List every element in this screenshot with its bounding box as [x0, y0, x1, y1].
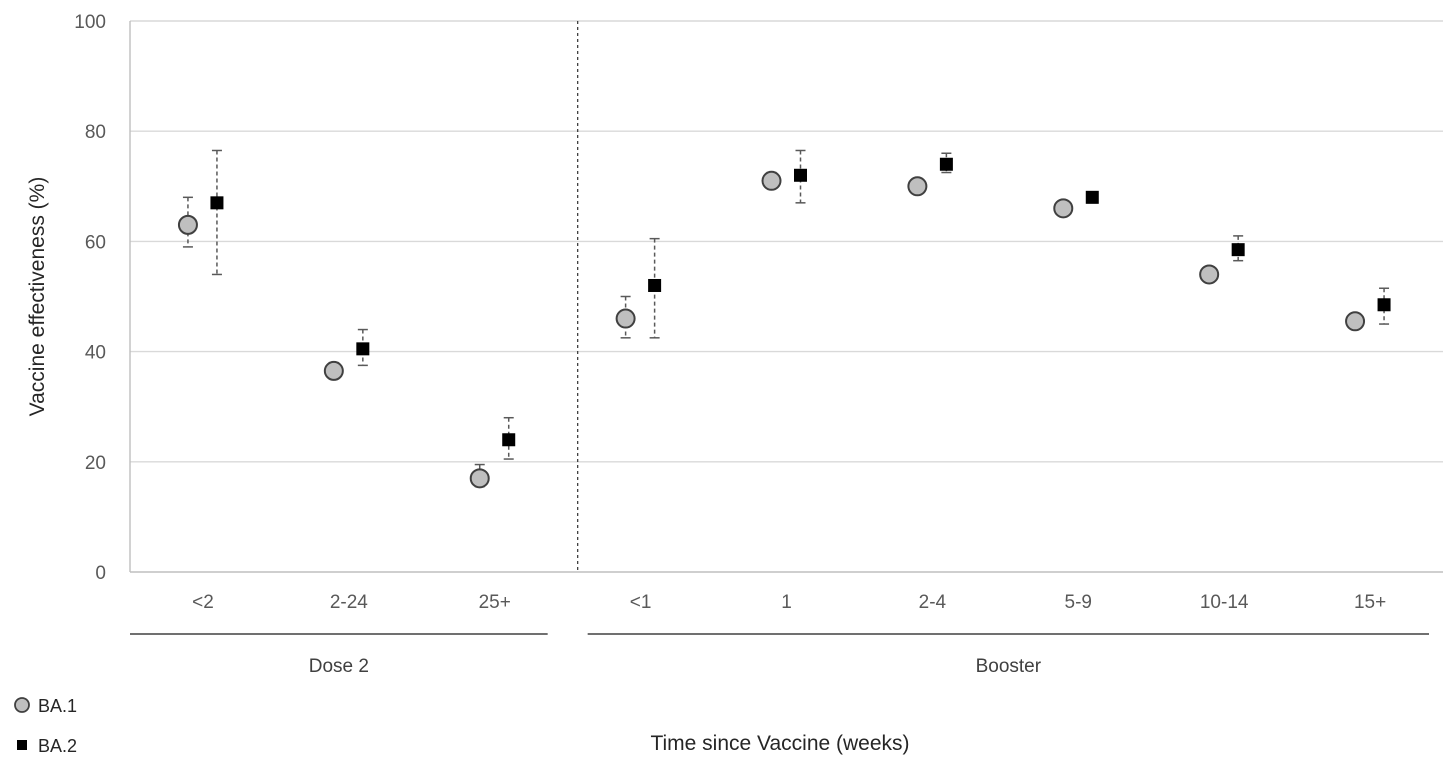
- x-tick-label-5: 2-4: [919, 592, 947, 613]
- x-tick-label-3: <1: [630, 592, 652, 613]
- marker-square-1-1: [356, 342, 370, 356]
- axes: [129, 21, 1443, 635]
- marker-square-1-2: [502, 433, 516, 447]
- gridlines: [130, 20, 1443, 463]
- marker-square-1-3: [648, 278, 662, 292]
- x-tick-label-6: 5-9: [1065, 592, 1092, 613]
- marker-circle-0-0: [177, 214, 198, 235]
- marker-square-1-0: [210, 196, 224, 210]
- x-axis-title: Time since Vaccine (weeks): [650, 732, 909, 755]
- legend-marker-square-1: [17, 740, 27, 750]
- legend-marker-circle-0: [14, 697, 30, 713]
- legend: BA.1 BA.2: [14, 696, 77, 756]
- legend-label-0: BA.1: [38, 696, 77, 716]
- marker-circle-0-7: [1199, 264, 1220, 285]
- error-bars: [182, 149, 1390, 488]
- marker-circle-0-4: [761, 170, 782, 191]
- marker-circle-0-2: [469, 468, 490, 489]
- x-tick-label-2: 25+: [479, 592, 511, 613]
- x-tick-label-7: 10-14: [1200, 592, 1249, 613]
- marker-square-1-8: [1377, 298, 1391, 312]
- y-tick-label-0: 0: [95, 563, 106, 584]
- x-tick-label-8: 15+: [1354, 592, 1386, 613]
- marker-circle-0-6: [1053, 198, 1074, 219]
- x-tick-label-4: 1: [781, 592, 792, 613]
- y-axis-title: Vaccine effectiveness (%): [26, 177, 49, 417]
- labels: 0 20 40 60 80 100 <2 2-24 25+ <1 1 2-4 5-9 10-14 15+ Do…: [26, 12, 1386, 755]
- marker-circle-0-3: [615, 308, 636, 329]
- y-tick-label-80: 80: [85, 122, 106, 143]
- group-label-0: Dose 2: [309, 656, 369, 677]
- legend-label-1: BA.2: [38, 736, 77, 756]
- marker-circle-0-5: [907, 176, 928, 197]
- marker-square-1-5: [939, 157, 953, 171]
- y-tick-label-40: 40: [85, 343, 106, 364]
- x-tick-label-0: <2: [192, 592, 214, 613]
- marker-circle-0-8: [1345, 311, 1366, 332]
- marker-square-1-6: [1085, 190, 1099, 204]
- x-tick-label-1: 2-24: [330, 592, 368, 613]
- y-tick-label-60: 60: [85, 232, 106, 253]
- y-tick-label-100: 100: [74, 12, 106, 33]
- marker-circle-0-1: [323, 360, 344, 381]
- data-markers: [177, 157, 1391, 489]
- group-label-1: Booster: [976, 656, 1042, 677]
- marker-square-1-4: [794, 168, 807, 182]
- y-tick-label-20: 20: [85, 453, 106, 474]
- marker-square-1-7: [1231, 243, 1245, 257]
